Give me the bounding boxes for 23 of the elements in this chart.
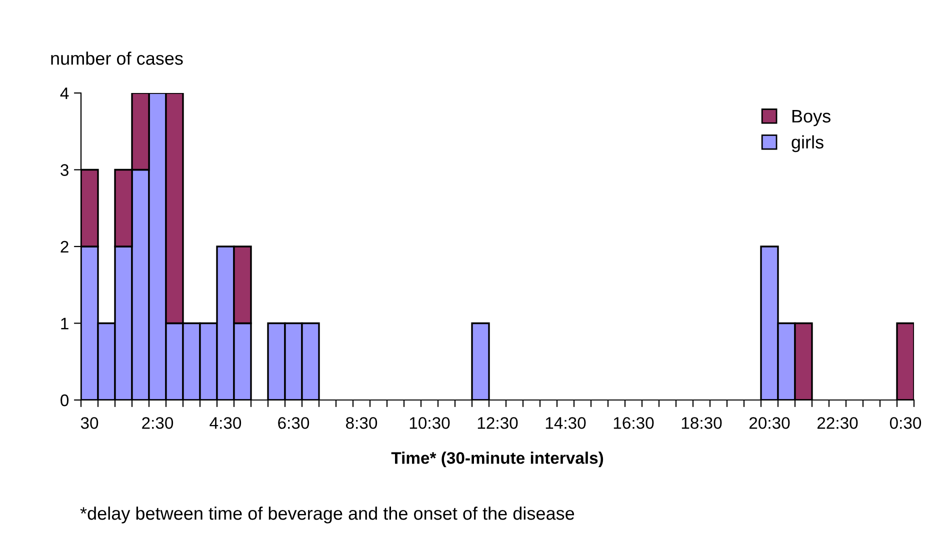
x-tick-label: 22:30 [817, 417, 858, 429]
x-tick-label: 12:30 [478, 417, 518, 429]
y-tick-label: 3 [60, 164, 68, 176]
x-tick-label: 20:30 [749, 417, 790, 429]
x-tick-label: 10:30 [410, 417, 450, 429]
legend-label: Boys [792, 110, 830, 126]
x-tick-label: 4:30 [210, 417, 242, 429]
x-tick-label: 2:30 [142, 417, 174, 429]
y-tick-label: 2 [60, 240, 68, 253]
y-axis-title: number of cases [51, 52, 183, 65]
x-tick-label: 18:30 [682, 417, 722, 429]
x-tick-label: 0:30 [890, 417, 922, 429]
text: *delay between time of beverage and the onset of the disease [80, 506, 574, 524]
x-tick-label: 30 [80, 417, 98, 429]
y-tick-label: 4 [60, 88, 69, 100]
y-tick-label: 0 [60, 394, 69, 406]
x-tick-label: 6:30 [278, 417, 310, 429]
legend-label: girls [792, 135, 824, 152]
x-axis-title: Time* (30-minute intervals) [391, 452, 604, 468]
x-tick-label: 8:30 [346, 417, 378, 429]
x-tick-label: 14:30 [546, 417, 586, 429]
x-tick-label: 16:30 [614, 417, 654, 429]
y-tick-label: 1 [61, 318, 68, 330]
